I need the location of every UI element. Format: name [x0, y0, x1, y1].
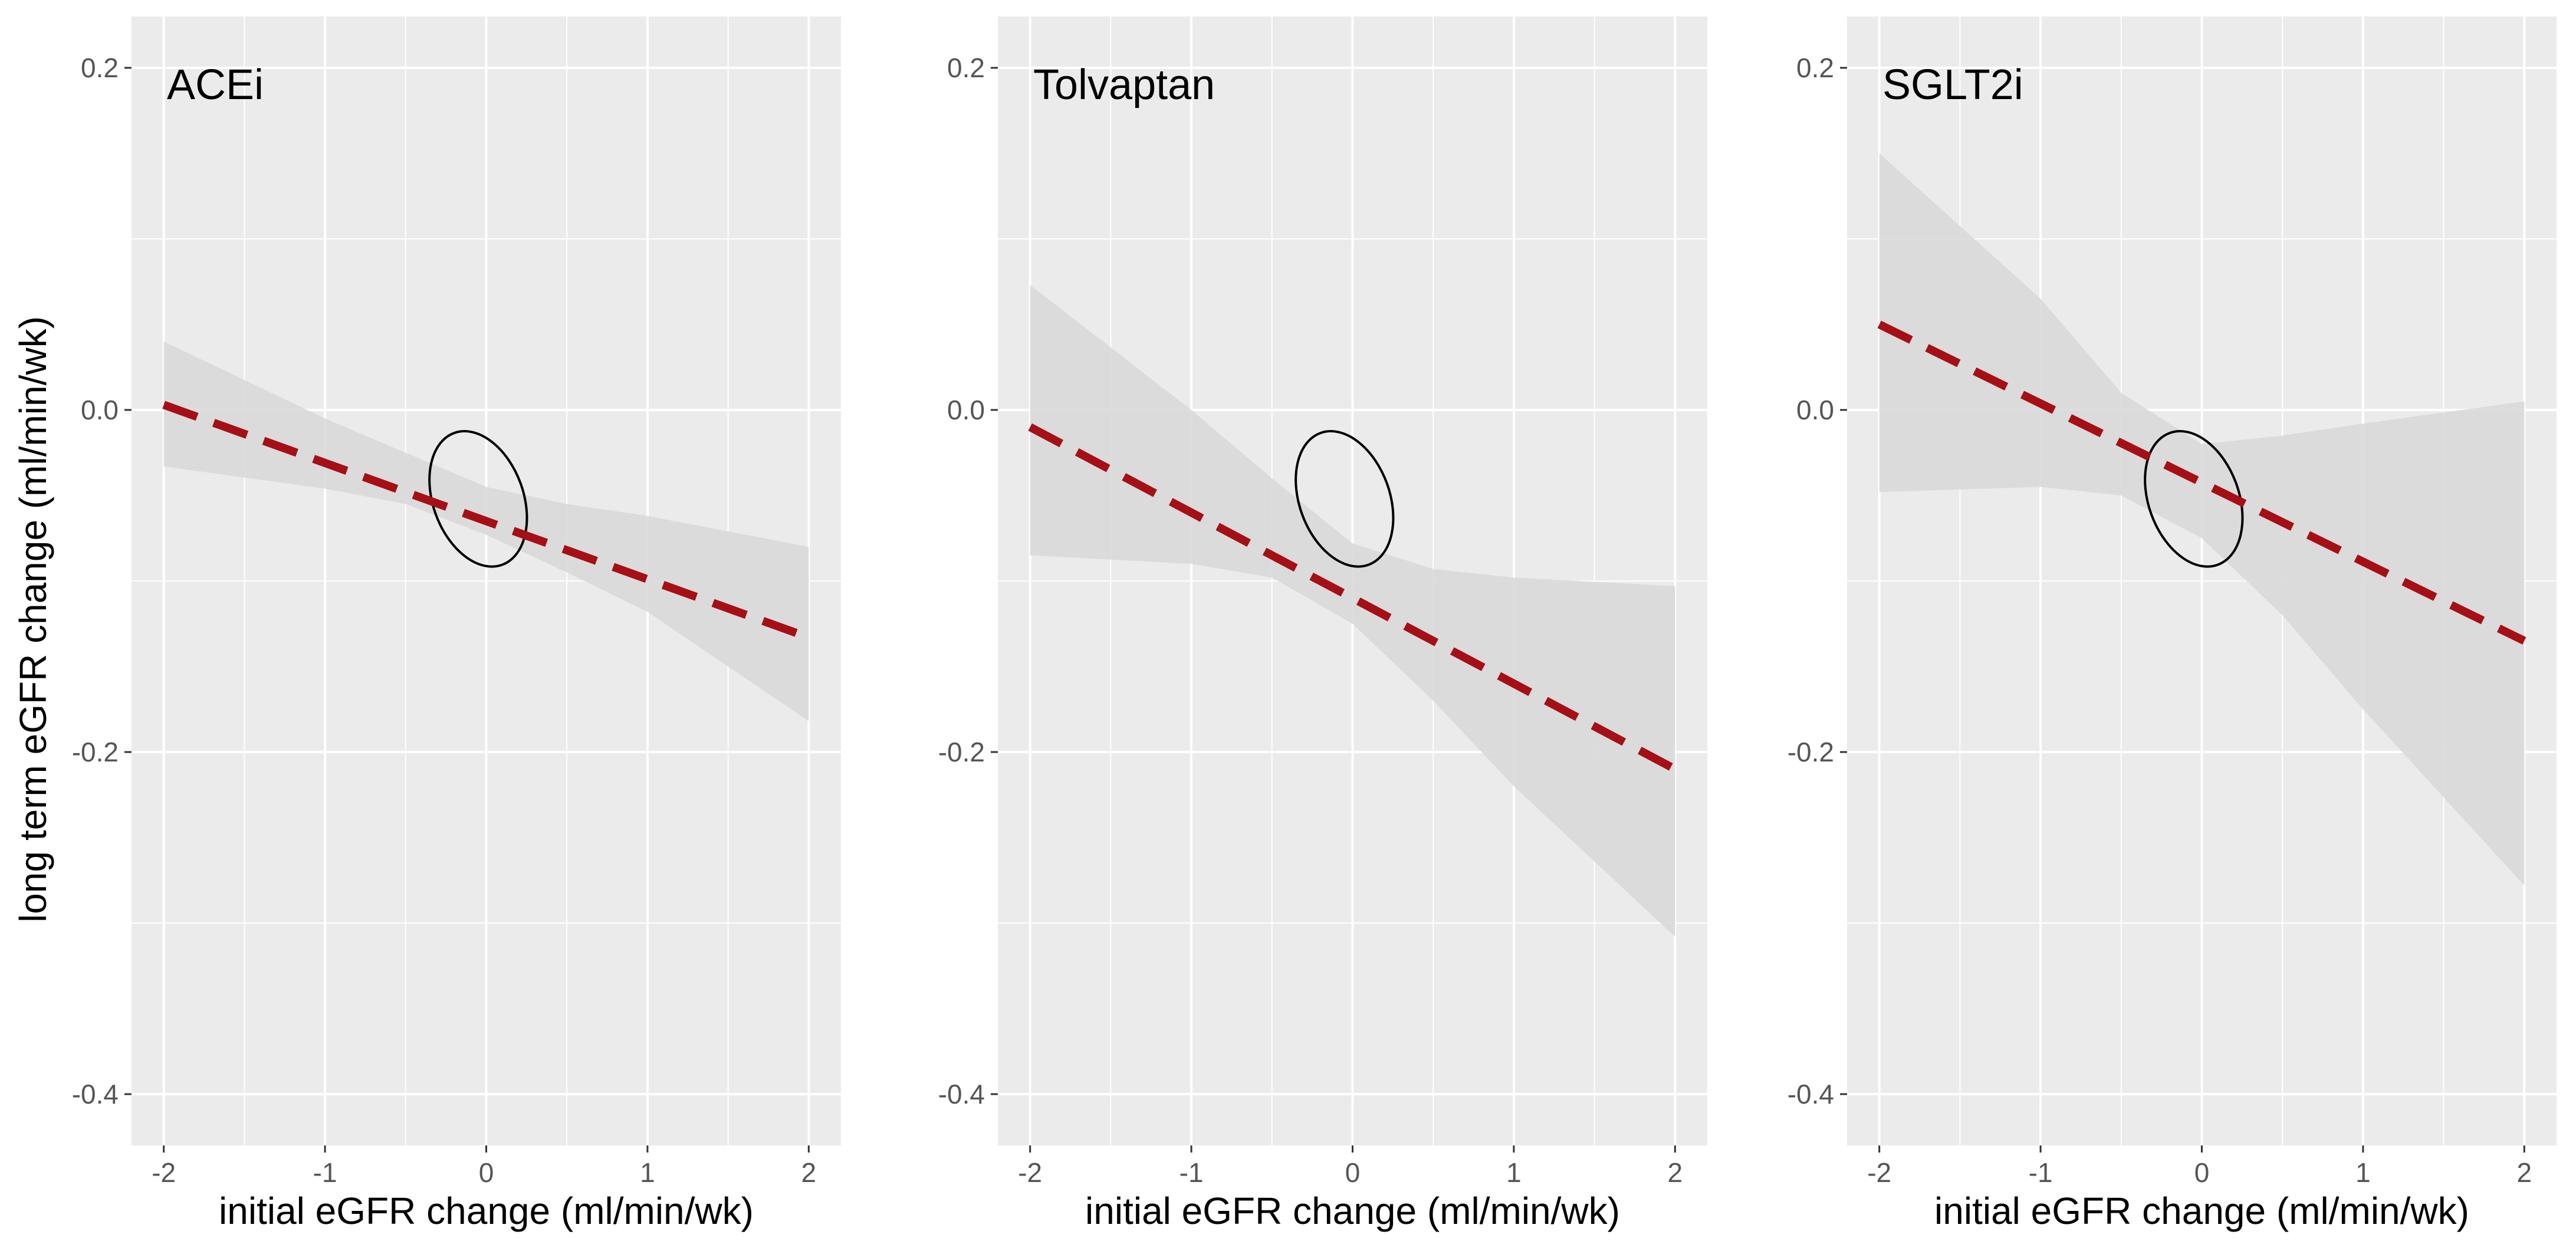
x-tick-label: -1 — [2029, 1157, 2053, 1188]
panel-title: ACEi — [167, 61, 264, 109]
panel-3: SGLT2i -2 -1 0 1 2 -0.4 -0.2 0.0 0.2 initial eGFR … — [1788, 17, 2557, 1232]
x-tick-label: 0 — [1345, 1157, 1361, 1188]
confidence-ribbon — [1879, 153, 2525, 886]
y-tick-label: 0.0 — [81, 395, 119, 425]
estimate-ellipse — [428, 430, 528, 568]
y-tick-label: 0.0 — [1796, 395, 1834, 425]
y-tick-label: 0.2 — [1796, 52, 1834, 83]
x-tick-label: -1 — [313, 1157, 337, 1188]
x-tick-label: -1 — [1179, 1157, 1204, 1188]
x-tick-label: -2 — [152, 1157, 176, 1188]
x-tick-label: -2 — [1018, 1157, 1042, 1188]
y-tick-label: 0.2 — [947, 52, 985, 83]
panel-title: SGLT2i — [1882, 61, 2023, 109]
y-tick-label: -0.2 — [1788, 737, 1834, 767]
y-tick-label: 0.2 — [81, 52, 119, 83]
estimate-ellipse — [2144, 430, 2244, 568]
y-tick-label: -0.4 — [1788, 1079, 1834, 1109]
x-axis-title: initial eGFR change (ml/min/wk) — [1085, 1190, 1620, 1232]
x-tick-label: 1 — [640, 1157, 655, 1188]
panels: ACEi -2 -1 0 1 2 -0.4 -0.2 0.0 0.2 initial eGFR ch… — [72, 17, 2557, 1232]
estimate-ellipse — [1294, 430, 1395, 568]
x-tick-label: 0 — [2194, 1157, 2210, 1188]
panel-2: Tolvaptan -2 -1 0 1 2 -0.4 -0.2 0.0 0.2 initial eG… — [938, 17, 1707, 1232]
confidence-ribbon — [1030, 285, 1675, 937]
x-axis-title: initial eGFR change (ml/min/wk) — [1934, 1190, 2469, 1232]
regression-line — [1877, 320, 2526, 645]
x-tick-label: 0 — [479, 1157, 494, 1188]
y-axis-title: long term eGFR change (ml/min/wk) — [12, 316, 54, 922]
x-axis-title: initial eGFR change (ml/min/wk) — [219, 1190, 754, 1232]
confidence-ribbon — [163, 342, 809, 721]
y-tick-label: -0.2 — [938, 737, 985, 767]
y-tick-label: -0.4 — [72, 1079, 119, 1109]
x-tick-label: 1 — [2355, 1157, 2371, 1188]
y-tick-label: -0.4 — [938, 1079, 985, 1109]
x-tick-label: 2 — [2517, 1157, 2532, 1188]
x-tick-label: 2 — [801, 1157, 817, 1188]
y-tick-label: -0.2 — [72, 737, 119, 767]
x-tick-label: -2 — [1867, 1157, 1891, 1188]
regression-line — [162, 400, 810, 642]
x-tick-label: 2 — [1668, 1157, 1683, 1188]
x-tick-label: 1 — [1506, 1157, 1522, 1188]
panel-1: ACEi -2 -1 0 1 2 -0.4 -0.2 0.0 0.2 initial eGFR ch… — [72, 17, 841, 1232]
y-tick-label: 0.0 — [947, 395, 985, 425]
panel-title: Tolvaptan — [1033, 61, 1215, 109]
regression-line — [1028, 423, 1677, 773]
